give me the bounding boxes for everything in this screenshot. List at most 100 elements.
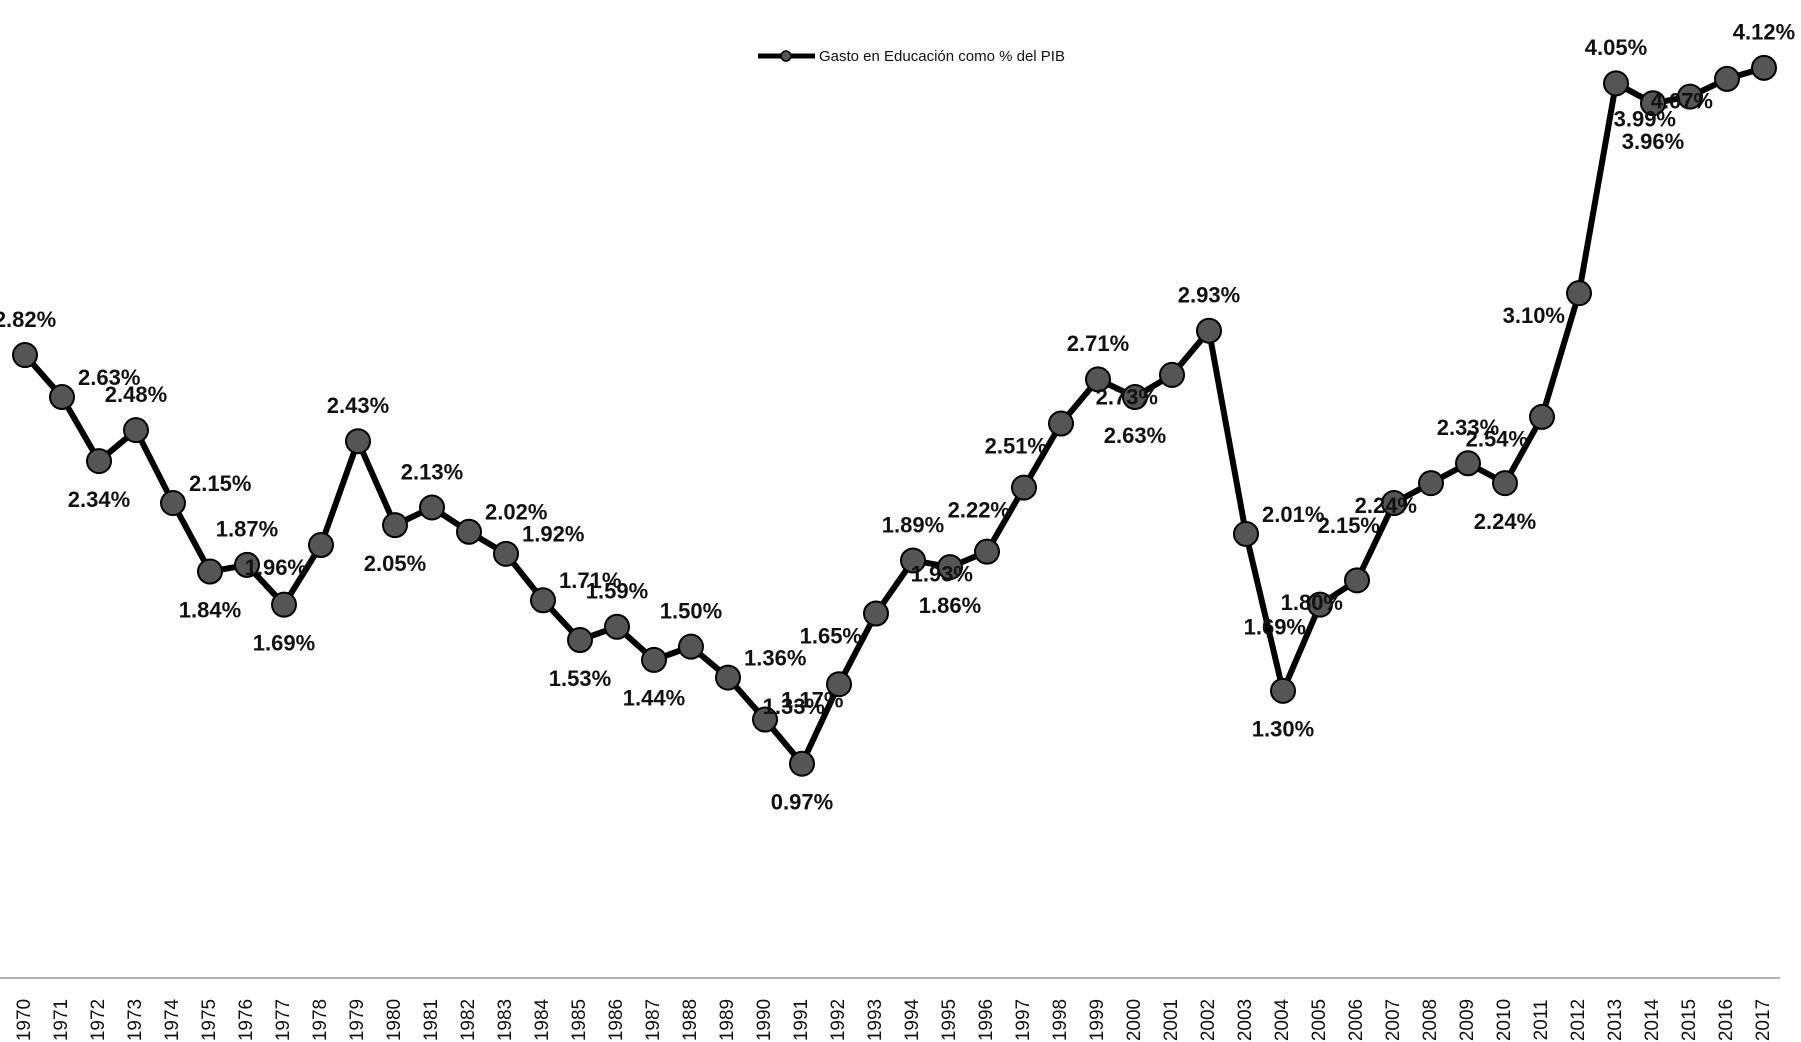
value-label: 2.02% xyxy=(485,500,547,525)
x-tick-label: 1997 xyxy=(1013,999,1034,1041)
data-point xyxy=(1307,591,1333,618)
data-point xyxy=(1122,384,1148,411)
value-label: 4.07% xyxy=(1651,89,1713,114)
x-tick-label: 1993 xyxy=(865,999,886,1041)
value-label: 1.84% xyxy=(179,597,241,622)
x-tick-label: 1988 xyxy=(680,999,701,1041)
value-label: 2.33% xyxy=(1437,415,1499,440)
value-label: 3.99% xyxy=(1614,106,1676,131)
data-point xyxy=(1085,366,1111,393)
x-tick-label: 1973 xyxy=(125,999,146,1041)
data-point xyxy=(1159,361,1185,388)
x-tick-label: 1989 xyxy=(717,999,738,1041)
data-point xyxy=(1196,317,1222,344)
value-label: 2.63% xyxy=(1104,423,1166,448)
value-label: 2.93% xyxy=(1178,283,1240,308)
data-point xyxy=(345,428,371,455)
value-label: 2.34% xyxy=(68,487,130,512)
data-point xyxy=(493,540,519,567)
x-tick-label: 2005 xyxy=(1309,999,1330,1041)
x-tick-label: 1976 xyxy=(236,999,257,1041)
value-label: 2.24% xyxy=(1474,509,1536,534)
x-tick-label: 2013 xyxy=(1605,999,1626,1041)
data-point xyxy=(419,494,445,521)
data-point xyxy=(715,664,741,691)
value-label: 4.12% xyxy=(1733,20,1795,45)
x-tick-label: 1970 xyxy=(14,999,35,1041)
value-label: 2.43% xyxy=(327,393,389,418)
x-tick-label: 1986 xyxy=(606,999,627,1041)
data-point xyxy=(1418,470,1444,497)
data-point xyxy=(789,750,815,777)
x-tick-label: 1975 xyxy=(199,999,220,1041)
value-label: 4.05% xyxy=(1585,35,1647,60)
value-label: 2.54% xyxy=(1466,427,1528,452)
data-point xyxy=(1011,474,1037,501)
x-tick-label: 2015 xyxy=(1679,999,1700,1041)
data-point xyxy=(974,538,1000,565)
value-label: 2.24% xyxy=(1355,493,1417,518)
value-label: 1.89% xyxy=(882,512,944,537)
value-label: 2.82% xyxy=(0,307,56,332)
data-line xyxy=(22,64,1765,767)
x-tick-label: 2010 xyxy=(1494,999,1515,1041)
x-tick-label: 2003 xyxy=(1235,999,1256,1041)
data-point xyxy=(1344,567,1370,594)
x-tick-label: 1983 xyxy=(495,999,516,1041)
data-point xyxy=(1381,490,1407,517)
x-tick-label: 2017 xyxy=(1753,999,1774,1041)
x-tick-label: 1999 xyxy=(1087,999,1108,1041)
x-tick-label: 1972 xyxy=(88,999,109,1041)
x-tick-label: 2016 xyxy=(1716,999,1737,1041)
data-point xyxy=(678,633,704,660)
x-tick-label: 2009 xyxy=(1457,999,1478,1041)
data-point xyxy=(12,342,38,369)
legend-label: Gasto en Educación como % del PIB xyxy=(819,48,1065,65)
x-tick-label: 2008 xyxy=(1420,999,1441,1041)
x-tick-label: 2006 xyxy=(1346,999,1367,1041)
x-tick-label: 1984 xyxy=(532,998,553,1041)
value-label: 1.53% xyxy=(549,666,611,691)
value-label: 2.71% xyxy=(1067,331,1129,356)
x-tick-label: 1995 xyxy=(939,999,960,1041)
x-tick-label: 1982 xyxy=(458,999,479,1041)
data-point xyxy=(863,600,889,627)
data-point xyxy=(160,490,186,517)
data-point xyxy=(641,646,667,673)
x-tick-label: 1971 xyxy=(51,999,72,1041)
data-point xyxy=(1603,70,1629,97)
value-label: 2.13% xyxy=(401,459,463,484)
legend-marker xyxy=(780,50,792,62)
data-point xyxy=(567,627,593,654)
x-tick-label: 2011 xyxy=(1531,1000,1552,1041)
x-tick-label: 1987 xyxy=(643,999,664,1041)
value-label: 2.22% xyxy=(948,497,1010,522)
x-tick-label: 2001 xyxy=(1161,999,1182,1041)
value-label: 1.36% xyxy=(744,645,806,670)
value-label: 1.86% xyxy=(919,593,981,618)
x-tick-label: 1981 xyxy=(421,999,442,1041)
data-point xyxy=(1714,65,1740,92)
value-label: 2.73% xyxy=(1096,385,1158,410)
value-label: 1.92% xyxy=(522,522,584,547)
value-label: 1.96% xyxy=(245,555,307,580)
value-label: 1.65% xyxy=(800,623,862,648)
data-point xyxy=(382,512,408,539)
x-tick-label: 2002 xyxy=(1198,999,1219,1041)
x-tick-label: 2007 xyxy=(1383,999,1404,1041)
data-point xyxy=(1492,470,1518,497)
value-label: 2.63% xyxy=(78,365,140,390)
value-label: 2.51% xyxy=(985,433,1047,458)
value-label: 1.80% xyxy=(1281,590,1343,615)
data-point xyxy=(308,532,334,559)
x-tick-label: 1980 xyxy=(384,999,405,1041)
value-label: 1.87% xyxy=(216,517,278,542)
data-point xyxy=(271,591,297,618)
data-point xyxy=(1640,90,1666,117)
x-tick-label: 1985 xyxy=(569,999,590,1041)
x-tick-label: 2014 xyxy=(1642,998,1663,1041)
value-label: 0.97% xyxy=(771,790,833,815)
data-point xyxy=(1048,410,1074,437)
value-label: 1.30% xyxy=(1252,717,1314,742)
data-point xyxy=(1529,403,1555,430)
